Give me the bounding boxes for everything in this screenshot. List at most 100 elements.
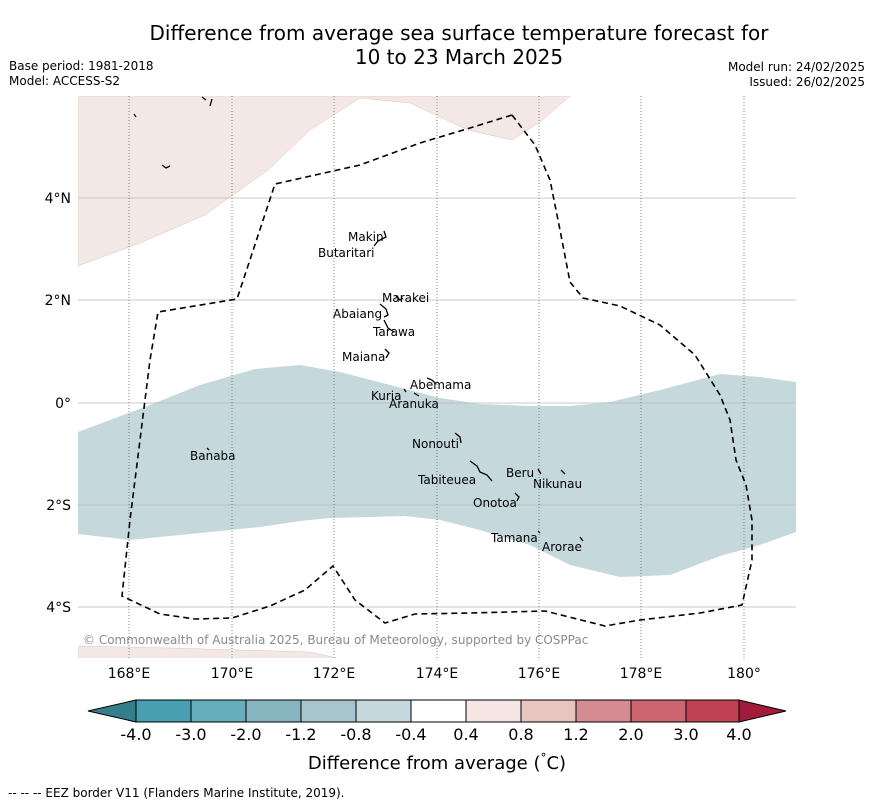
label-butaritari: Butaritari [318,246,375,260]
label-abaiang: Abaiang [333,307,382,321]
lon-label-176e: 176°E [518,666,561,682]
colorbar-segment [685,699,740,723]
cb-label: -4.0 [120,725,151,744]
colorbar-segment [245,699,302,723]
maiana-outline [384,348,390,359]
issued-date: Issued: 26/02/2025 [749,75,865,89]
onotoa-outline [514,492,520,502]
label-arorae: Arorae [542,540,582,554]
colorbar-segment [300,699,357,723]
cb-label: 0.4 [453,725,478,744]
lat-label-2n: 2°N [45,293,71,309]
model-name: Model: ACCESS-S2 [9,74,121,88]
colorbar-segment [190,699,247,723]
lon-label-170e: 170°E [211,666,254,682]
lat-label-4n: 4°N [45,191,71,207]
colorbar-segment [520,699,577,723]
label-tamana: Tamana [490,531,538,545]
label-banaba: Banaba [190,449,236,463]
beru-outline [537,468,542,475]
label-makin: Makin [348,230,384,244]
colorbar-labels: -4.0 -3.0 -2.0 -1.2 -0.8 -0.4 0.4 0.8 1.… [120,725,751,744]
abemama-outline [426,377,437,385]
cb-label: -2.0 [230,725,261,744]
aranuka-outline [413,392,420,397]
graticule [78,96,796,658]
label-maiana: Maiana [342,350,385,364]
model-info: Base period: 1981-2018 Model: ACCESS-S2 [9,59,154,89]
colorbar-segment [630,699,687,723]
run-info: Model run: 24/02/2025 Issued: 26/02/2025 [728,60,865,90]
nikunau-outline [560,469,566,475]
label-aranuka: Aranuka [389,397,439,411]
abaiang-outline [379,303,389,318]
island-north-b [201,96,213,107]
cb-label: 0.8 [508,725,533,744]
makin-outline [373,230,387,247]
lon-label-180: 180° [727,666,761,682]
warm-anomaly-region [78,96,571,267]
colorbar-extend-high [738,699,787,723]
warm-anomaly-south [78,645,338,658]
label-beru: Beru [506,466,534,480]
island-labels: Makin Butaritari Marakei Abaiang Tarawa … [190,230,582,554]
title-line-2: 10 to 23 March 2025 [354,45,564,69]
label-nikunau: Nikunau [533,477,582,491]
banaba-outline [206,447,210,451]
cb-label: -1.2 [285,725,316,744]
copyright-notice: © Commonwealth of Australia 2025, Bureau… [83,633,588,647]
title-line-1: Difference from average sea surface temp… [149,21,769,45]
label-tarawa: Tarawa [372,325,415,339]
nonouti-outline [454,432,462,444]
latitude-labels: 4°N 2°N 0° 2°S 4°S [45,191,72,616]
island-outlines [133,96,584,542]
cb-label: 3.0 [673,725,698,744]
colorbar-segment [410,699,467,723]
lon-label-172e: 172°E [313,666,356,682]
lat-label-2s: 2°S [46,498,71,514]
kuria-outline [403,388,407,393]
tabiteuea-outline [469,460,493,482]
colorbar-segment [135,699,192,723]
longitude-labels: 168°E 170°E 172°E 174°E 176°E 178°E 180° [108,666,761,682]
colorbar-segment [575,699,632,723]
colorbar-title-text: Difference from average ( [308,753,541,774]
island-north-c [161,164,171,169]
colorbar-title-unit: C) [546,753,566,774]
map-title: Difference from average sea surface temp… [0,21,873,69]
model-run: Model run: 24/02/2025 [727,60,865,74]
cb-label: -3.0 [175,725,206,744]
cb-label: 4.0 [726,725,751,744]
label-nonouti: Nonouti [412,437,459,451]
tamana-outline [537,530,541,534]
label-onotoa: Onotoa [473,496,517,510]
colorbar-segment [355,699,412,723]
cb-label: -0.8 [340,725,371,744]
label-marakei: Marakei [382,291,429,305]
cb-label: 1.2 [563,725,588,744]
eez-border [121,114,753,627]
lat-label-4s: 4°S [46,600,71,616]
colorbar [87,699,787,723]
label-kuria: Kuria [371,389,402,403]
lat-label-0: 0° [55,396,71,412]
tarawa-outline [383,319,395,333]
cb-label: 2.0 [618,725,643,744]
lon-label-178e: 178°E [620,666,663,682]
island-north-a [133,113,137,118]
arorae-outline [579,536,584,542]
label-abemama: Abemama [410,378,471,392]
base-period: Base period: 1981-2018 [9,59,154,73]
longitude-lines [128,96,745,658]
label-tabiteuea: Tabiteuea [417,473,476,487]
marakei-outline [395,295,404,301]
eez-legend: -- -- -- EEZ border V11 (Flanders Marine… [8,786,345,800]
colorbar-extend-low [87,699,137,723]
colorbar-title: Difference from average (°C) [308,751,566,774]
cb-label: -0.4 [395,725,426,744]
colorbar-title-degree: ° [540,751,546,765]
colorbar-segment [465,699,522,723]
lon-label-174e: 174°E [416,666,459,682]
lon-label-168e: 168°E [108,666,151,682]
